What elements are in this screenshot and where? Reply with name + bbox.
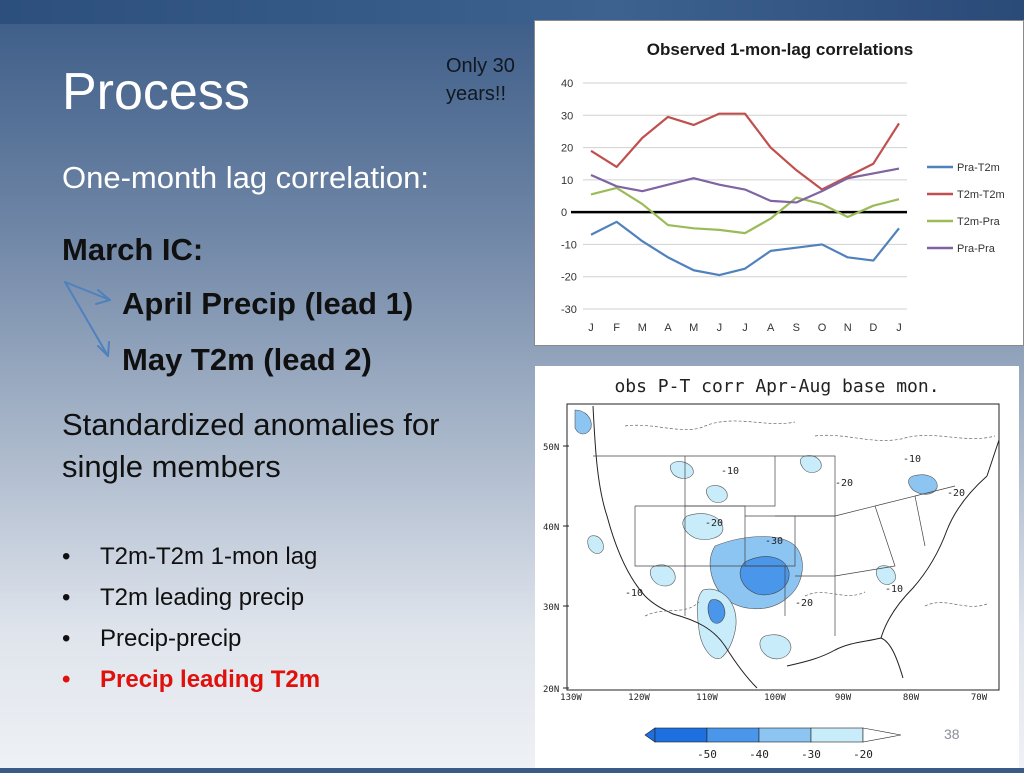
- legend-label: T2m-T2m: [957, 189, 1005, 201]
- map-lon-label: 120W: [628, 693, 650, 703]
- x-tick-label: A: [767, 322, 775, 334]
- bullet-item-highlight: • Precip leading T2m: [62, 659, 320, 700]
- map-contour-label: -10: [885, 584, 903, 595]
- map-lon-label: 100W: [764, 693, 786, 703]
- x-tick-label: M: [638, 322, 647, 334]
- lead-arrows-icon: [64, 281, 111, 357]
- y-tick-label: -30: [561, 304, 577, 316]
- x-tick-label: D: [869, 322, 877, 334]
- y-tick-label: -10: [561, 239, 577, 251]
- y-tick-label: -20: [561, 272, 577, 284]
- bullet-item: • T2m leading precip: [62, 577, 320, 618]
- map-shading: [574, 409, 938, 660]
- slide-subtitle: One-month lag correlation:: [62, 160, 430, 195]
- x-tick-label: J: [742, 322, 748, 334]
- map-state-borders: [593, 455, 956, 636]
- colorbar-label: -20: [853, 748, 873, 761]
- x-tick-label: F: [613, 322, 620, 334]
- lead1-label: April Precip (lead 1): [122, 286, 414, 321]
- series-line-t2m-pra: [590, 186, 900, 235]
- map-contour-label: -20: [705, 518, 723, 529]
- slide-title: Process: [62, 63, 250, 121]
- colorbar-swatch: [706, 727, 760, 743]
- map-lat-label: 50N: [543, 443, 559, 453]
- march-ic-label: March IC:: [62, 232, 204, 267]
- colorbar-label: -40: [749, 748, 769, 761]
- map-contour-label: -10: [625, 588, 643, 599]
- bullet-text: T2m leading precip: [100, 584, 305, 611]
- series-line-pra-t2m: [590, 220, 900, 277]
- map-title: obs P-T corr Apr-Aug base mon.: [614, 376, 939, 397]
- bullet-item: • T2m-T2m 1-mon lag: [62, 536, 320, 577]
- legend-label: T2m-Pra: [957, 216, 1001, 228]
- bullet-dot: •: [62, 584, 71, 611]
- bullet-text: Precip leading T2m: [100, 666, 321, 693]
- y-tick-label: 10: [561, 175, 573, 187]
- chart-title: Observed 1-mon-lag correlations: [647, 40, 913, 59]
- colorbar-arrow-right: [862, 727, 902, 743]
- map-contour-label: -10: [721, 466, 739, 477]
- correlation-map: obs P-T corr Apr-Aug base mon.: [535, 366, 1019, 768]
- x-tick-label: N: [844, 322, 852, 334]
- note-only-30-years: Only 30 years!!: [446, 55, 515, 105]
- map-contour-label: -20: [835, 478, 853, 489]
- map-contour-label: -30: [765, 536, 783, 547]
- map-lon-label: 80W: [903, 693, 920, 703]
- map-lon-label: 70W: [971, 693, 988, 703]
- standardized-anomalies-text: Standardized anomalies for single member…: [62, 407, 440, 484]
- page-number: 38: [944, 726, 960, 742]
- colorbar-arrow-left: [644, 727, 656, 743]
- legend-label: Pra-T2m: [957, 162, 1000, 174]
- map-contour-label: -10: [903, 454, 921, 465]
- series-line-t2m-t2m: [590, 112, 900, 191]
- colorbar-swatch: [810, 727, 864, 743]
- x-tick-label: J: [896, 322, 902, 334]
- map-lat-label: 40N: [543, 523, 559, 533]
- x-tick-label: A: [664, 322, 672, 334]
- correlation-map-svg: obs P-T corr Apr-Aug base mon.: [543, 376, 1000, 761]
- x-tick-label: J: [717, 322, 723, 334]
- x-tick-label: M: [689, 322, 698, 334]
- y-tick-label: 40: [561, 78, 573, 90]
- bullet-dot: •: [62, 625, 71, 652]
- legend-label: Pra-Pra: [957, 243, 996, 255]
- map-lon-label: 90W: [835, 693, 852, 703]
- bullet-text: T2m-T2m 1-mon lag: [100, 543, 318, 570]
- map-contour-label: -20: [947, 488, 965, 499]
- map-contours: [624, 420, 996, 617]
- map-lon-label: 130W: [560, 693, 582, 703]
- y-tick-label: 0: [561, 207, 567, 219]
- colorbar-label: -50: [697, 748, 717, 761]
- y-tick-label: 30: [561, 110, 573, 122]
- colorbar-label: -30: [801, 748, 821, 761]
- map-lat-label: 20N: [543, 685, 559, 695]
- map-lat-label: 30N: [543, 603, 559, 613]
- colorbar-swatch: [654, 727, 708, 743]
- lead2-label: May T2m (lead 2): [122, 342, 372, 377]
- x-tick-label: S: [793, 322, 800, 334]
- lag-correlation-chart-svg: Observed 1-mon-lag correlations 40 30 20 10…: [561, 40, 1005, 334]
- bullet-list: • T2m-T2m 1-mon lag • T2m leading precip •…: [62, 536, 320, 700]
- x-tick-label: J: [588, 322, 594, 334]
- bullet-text: Precip-precip: [100, 625, 242, 652]
- map-contour-label: -20: [795, 598, 813, 609]
- bullet-dot: •: [62, 543, 71, 570]
- x-tick-label: O: [818, 322, 827, 334]
- bullet-dot: •: [62, 666, 71, 693]
- map-lon-label: 110W: [696, 693, 718, 703]
- series-line-pra-pra: [590, 167, 900, 204]
- y-tick-label: 20: [561, 143, 573, 155]
- colorbar-swatch: [758, 727, 812, 743]
- bullet-item: • Precip-precip: [62, 618, 320, 659]
- lag-correlation-chart: Observed 1-mon-lag correlations 40 30 20 10…: [534, 20, 1024, 346]
- map-coastline: [592, 405, 1000, 689]
